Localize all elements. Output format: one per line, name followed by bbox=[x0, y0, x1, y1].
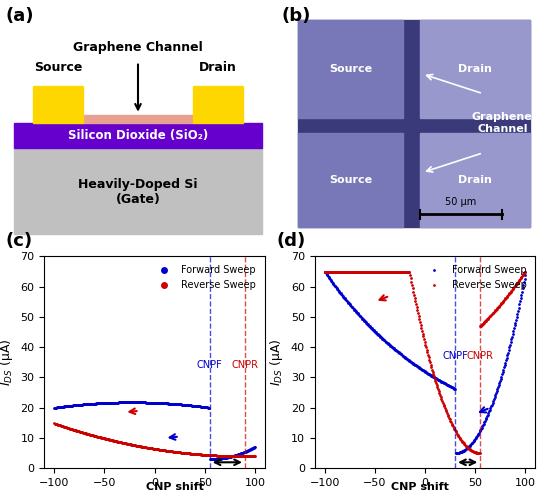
Bar bbox=[14, 123, 262, 148]
Text: Source: Source bbox=[34, 61, 82, 74]
Line: Forward Sweep: Forward Sweep bbox=[323, 270, 527, 455]
Bar bbox=[298, 20, 403, 118]
Forward Sweep bbox=[444, 382, 451, 388]
Bar bbox=[14, 148, 262, 234]
Text: CNP shift: CNP shift bbox=[146, 482, 204, 492]
Text: (b): (b) bbox=[282, 7, 311, 26]
Legend: Forward Sweep, Reverse Sweep: Forward Sweep, Reverse Sweep bbox=[421, 261, 530, 294]
Reverse Sweep bbox=[82, 430, 88, 436]
Text: Source: Source bbox=[329, 175, 372, 185]
Forward Sweep bbox=[171, 401, 177, 407]
Forward Sweep bbox=[221, 455, 228, 461]
Reverse Sweep bbox=[321, 269, 328, 275]
Forward Sweep bbox=[171, 401, 178, 407]
Reverse Sweep bbox=[522, 269, 529, 275]
Forward Sweep bbox=[441, 380, 448, 386]
Bar bbox=[298, 20, 530, 227]
Text: CNPR: CNPR bbox=[467, 352, 493, 361]
Forward Sweep bbox=[129, 399, 135, 405]
Text: Drain: Drain bbox=[458, 64, 492, 74]
Text: Drain: Drain bbox=[199, 61, 237, 74]
Bar bbox=[33, 86, 83, 123]
Forward Sweep bbox=[522, 272, 529, 278]
Reverse Sweep bbox=[339, 269, 346, 275]
Y-axis label: $I_{DS}$ (μA): $I_{DS}$ (μA) bbox=[0, 339, 15, 386]
Forward Sweep bbox=[51, 405, 57, 411]
Text: (a): (a) bbox=[6, 7, 34, 26]
Text: Source: Source bbox=[329, 64, 372, 74]
Legend: Forward Sweep, Reverse Sweep: Forward Sweep, Reverse Sweep bbox=[150, 261, 260, 294]
Text: Drain: Drain bbox=[458, 175, 492, 185]
Forward Sweep bbox=[491, 394, 498, 400]
Text: Silicon Dioxide (SiO₂): Silicon Dioxide (SiO₂) bbox=[68, 129, 208, 142]
Forward Sweep bbox=[321, 269, 328, 275]
Text: Graphene Channel: Graphene Channel bbox=[73, 41, 203, 54]
Forward Sweep bbox=[452, 450, 459, 456]
Reverse Sweep bbox=[128, 442, 135, 448]
Bar bbox=[83, 115, 193, 123]
Forward Sweep bbox=[234, 452, 241, 458]
Reverse Sweep bbox=[69, 426, 76, 432]
Text: CNP shift: CNP shift bbox=[391, 482, 449, 492]
Forward Sweep bbox=[174, 401, 181, 407]
Text: CNPF: CNPF bbox=[442, 352, 468, 361]
Bar bbox=[298, 133, 403, 227]
Line: Reverse Sweep: Reverse Sweep bbox=[53, 422, 256, 458]
Text: CNPF: CNPF bbox=[197, 360, 222, 370]
Reverse Sweep bbox=[251, 453, 258, 459]
Forward Sweep bbox=[440, 380, 447, 386]
Reverse Sweep bbox=[399, 269, 405, 275]
Reverse Sweep bbox=[352, 269, 359, 275]
Text: CNPR: CNPR bbox=[231, 360, 258, 370]
Reverse Sweep bbox=[522, 270, 528, 276]
Reverse Sweep bbox=[131, 442, 138, 448]
Reverse Sweep bbox=[402, 269, 408, 275]
Text: (d): (d) bbox=[276, 233, 305, 250]
Reverse Sweep bbox=[476, 450, 483, 456]
Text: Heavily-Doped Si
(Gate): Heavily-Doped Si (Gate) bbox=[78, 178, 198, 206]
Reverse Sweep bbox=[402, 269, 409, 275]
Bar bbox=[193, 86, 243, 123]
Forward Sweep bbox=[252, 444, 258, 450]
Line: Reverse Sweep: Reverse Sweep bbox=[323, 270, 527, 455]
Bar bbox=[420, 133, 530, 227]
Reverse Sweep bbox=[132, 443, 139, 449]
Reverse Sweep bbox=[252, 453, 258, 459]
Reverse Sweep bbox=[242, 453, 248, 459]
Forward Sweep bbox=[51, 405, 58, 411]
Line: Forward Sweep: Forward Sweep bbox=[53, 401, 256, 460]
Text: (c): (c) bbox=[6, 233, 33, 250]
Text: 50 μm: 50 μm bbox=[445, 197, 476, 207]
Forward Sweep bbox=[504, 352, 511, 358]
Text: Graphene
Channel: Graphene Channel bbox=[472, 112, 533, 134]
Forward Sweep bbox=[322, 270, 328, 276]
Y-axis label: $I_{DS}$ (μA): $I_{DS}$ (μA) bbox=[268, 339, 285, 386]
Bar bbox=[420, 20, 530, 118]
Reverse Sweep bbox=[51, 421, 57, 426]
Forward Sweep bbox=[206, 457, 213, 462]
